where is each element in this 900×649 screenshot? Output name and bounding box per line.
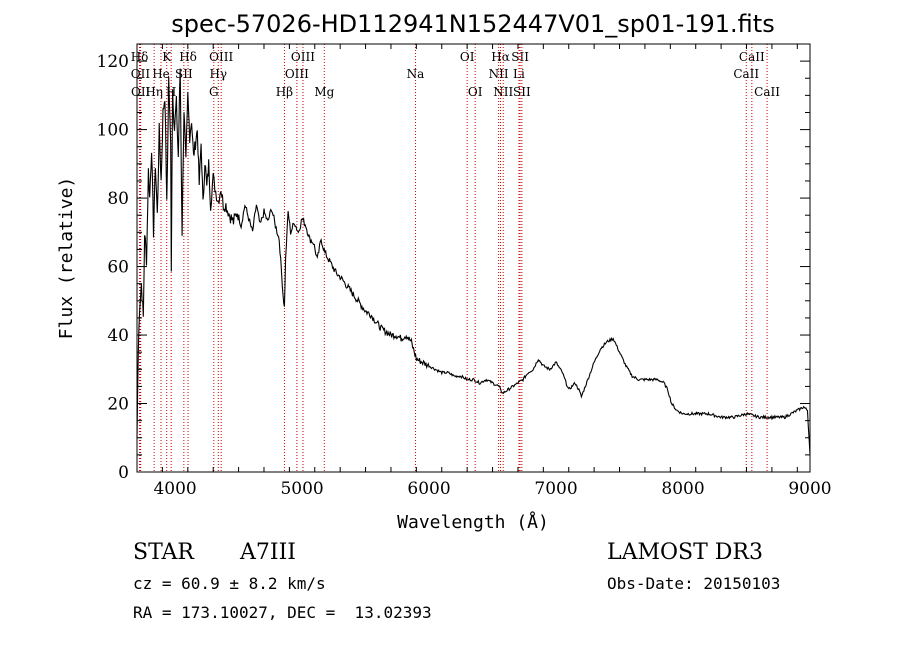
x-tick-label: 8000 xyxy=(661,479,704,499)
x-tick-label: 4000 xyxy=(153,479,196,499)
y-tick-label: 40 xyxy=(107,326,129,346)
survey-name: LAMOST DR3 xyxy=(607,540,763,565)
line-label: He xyxy=(152,67,170,81)
x-tick-label: 5000 xyxy=(280,479,323,499)
line-label: CaII xyxy=(733,67,759,81)
line-label: Li xyxy=(513,67,525,81)
line-label: Hβ xyxy=(276,85,293,99)
cz-value: cz = 60.9 ± 8.2 km/s xyxy=(133,574,326,593)
line-label: SII xyxy=(511,50,529,64)
line-label: Hγ xyxy=(209,67,227,81)
line-label: Hη xyxy=(145,85,163,99)
line-label: OI xyxy=(468,85,483,99)
line-label: Na xyxy=(407,67,425,81)
coordinates: RA = 173.10027, DEC = 13.02393 xyxy=(133,603,432,622)
plot-area xyxy=(136,68,811,455)
line-label: OIII xyxy=(291,50,315,64)
line-label: SII xyxy=(175,67,193,81)
line-label: CaII xyxy=(754,85,780,99)
line-label: G xyxy=(209,85,219,99)
line-label: Mg xyxy=(314,85,334,99)
line-label: NII xyxy=(489,67,509,81)
line-label: OII xyxy=(131,85,151,99)
line-label: CaII xyxy=(739,50,765,64)
spectrum-chart: spec-57026-HD112941N152447V01_sp01-191.f… xyxy=(56,10,832,533)
line-label: NII xyxy=(493,85,513,99)
line-label: OI xyxy=(460,50,475,64)
line-label: Hδ xyxy=(131,50,149,64)
chart-title: spec-57026-HD112941N152447V01_sp01-191.f… xyxy=(171,10,774,38)
spectrum-line xyxy=(136,68,811,455)
plot-frame xyxy=(136,43,811,473)
y-tick-label: 120 xyxy=(97,52,129,72)
x-axis-label: Wavelength (Å) xyxy=(397,511,549,533)
line-label: OIII xyxy=(285,67,309,81)
obs-date: Obs-Date: 20150103 xyxy=(607,574,781,593)
axes: 4000 5000 6000 7000 8000 9000 0 20 40 60 80 100 120 xyxy=(97,43,832,499)
line-label: SII xyxy=(513,85,531,99)
line-label: K xyxy=(162,50,172,64)
y-tick-label: 60 xyxy=(107,258,129,278)
line-label: OIII xyxy=(209,50,233,64)
x-tick-label: 9000 xyxy=(788,479,831,499)
y-tick-label: 100 xyxy=(97,121,129,141)
x-tick-label: 7000 xyxy=(534,479,577,499)
x-tick-label: 6000 xyxy=(407,479,450,499)
y-axis-label: Flux (relative) xyxy=(56,177,77,340)
subclass: A7III xyxy=(240,540,296,565)
object-type: STAR xyxy=(133,540,194,565)
y-tick-label: 20 xyxy=(107,395,129,415)
y-tick-label: 0 xyxy=(118,463,129,483)
y-tick-label: 80 xyxy=(107,189,129,209)
line-label: Hδ xyxy=(179,50,197,64)
line-label: H xyxy=(166,85,176,99)
line-label: Hα xyxy=(491,50,510,64)
